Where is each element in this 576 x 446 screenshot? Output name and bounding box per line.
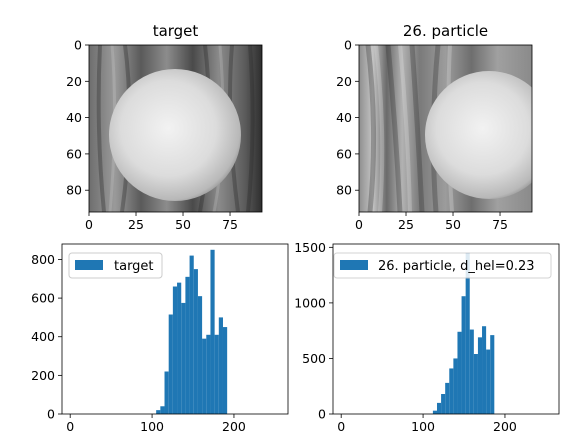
x-tick-label: 0 [355,217,363,232]
x-tick-label: 200 [493,419,517,434]
y-tick-label: 800 [31,252,55,267]
histogram-bar [168,314,173,414]
histogram-bar [177,282,182,414]
y-tick-label: 20 [336,74,352,89]
x-tick-label: 50 [445,217,461,232]
y-tick-label: 40 [66,110,82,125]
legend-label-particle: 26. particle, d_hel=0.23 [378,259,535,274]
y-tick-label: 1000 [294,295,326,310]
y-tick-label: 60 [66,146,82,161]
image-panel-particle: 26. particle 0 25 50 75 0 20 40 60 80 [336,22,533,232]
histogram-bar [441,394,446,414]
histogram-bar [486,349,491,414]
histogram-panel-particle: 0 100 200 0 500 1000 1500 26. particle, d_hel=… [294,240,560,434]
x-tick-label: 25 [398,217,414,232]
x-tick-label: 75 [222,217,238,232]
y-tick-label: 80 [336,183,352,198]
histogram-bar [214,334,219,414]
y-tick-label: 0 [318,407,326,422]
target-image [89,45,262,212]
y-tick-label: 500 [302,351,326,366]
histogram-panel-target: 0 100 200 0 200 400 600 800 target [31,243,289,434]
histogram-bar [490,335,495,414]
y-tick-label: 0 [74,38,82,53]
image-panel-target: target 0 25 50 75 0 20 40 60 80 [66,22,263,232]
histogram-bar [222,327,228,414]
x-tick-label: 100 [411,419,435,434]
histogram-bar [477,337,483,414]
histogram-bar [210,249,215,414]
x-tick-label: 75 [492,217,508,232]
histogram-bar [206,334,211,414]
particle-ball [425,71,532,199]
target-ball [109,69,241,201]
histogram-bar [156,410,161,414]
x-tick-label: 0 [85,217,93,232]
histogram-bar [172,286,178,414]
histogram-bar [218,317,223,414]
legend-target: target [68,252,163,279]
histogram-bar [202,338,207,414]
y-tick-label: 0 [344,38,352,53]
histogram-bar [469,329,474,414]
histogram-bar [445,382,450,414]
histogram-bar [181,302,186,414]
histogram-bar [457,331,462,414]
histogram-bar [432,410,437,414]
panel-title-target: target [153,22,199,40]
x-tick-label: 50 [175,217,191,232]
histogram-bar [473,354,478,414]
x-tick-label: 200 [222,419,246,434]
histogram-bar [193,269,198,414]
histogram-bar [197,296,203,414]
legend-particle: 26. particle, d_hel=0.23 [333,252,552,279]
y-tick-label: 400 [31,329,55,344]
histogram-bar [449,368,454,414]
x-tick-label: 0 [66,419,74,434]
histogram-bar [164,371,169,414]
legend-label-target: target [114,259,154,274]
y-tick-label: 60 [336,146,352,161]
histogram-bar [482,326,487,414]
histogram-bar [436,402,442,414]
panel-title-particle: 26. particle [403,22,488,40]
histogram-bar [461,296,466,414]
legend-swatch-target [75,260,103,270]
particle-image [359,45,532,212]
x-tick-label: 100 [140,419,164,434]
histogram-bar [189,255,194,414]
histogram-bar [453,358,458,414]
y-tick-label: 0 [47,407,55,422]
histogram-bar [160,406,165,414]
y-tick-label: 600 [31,291,55,306]
y-tick-label: 200 [31,368,55,383]
y-tick-label: 20 [66,74,82,89]
x-tick-label: 0 [337,419,345,434]
legend-swatch-particle [340,260,368,270]
y-tick-label: 80 [66,183,82,198]
histogram-bar [185,276,190,414]
histogram-bar [465,252,470,414]
y-tick-label: 40 [336,110,352,125]
y-tick-label: 1500 [294,240,326,255]
x-tick-label: 25 [128,217,144,232]
